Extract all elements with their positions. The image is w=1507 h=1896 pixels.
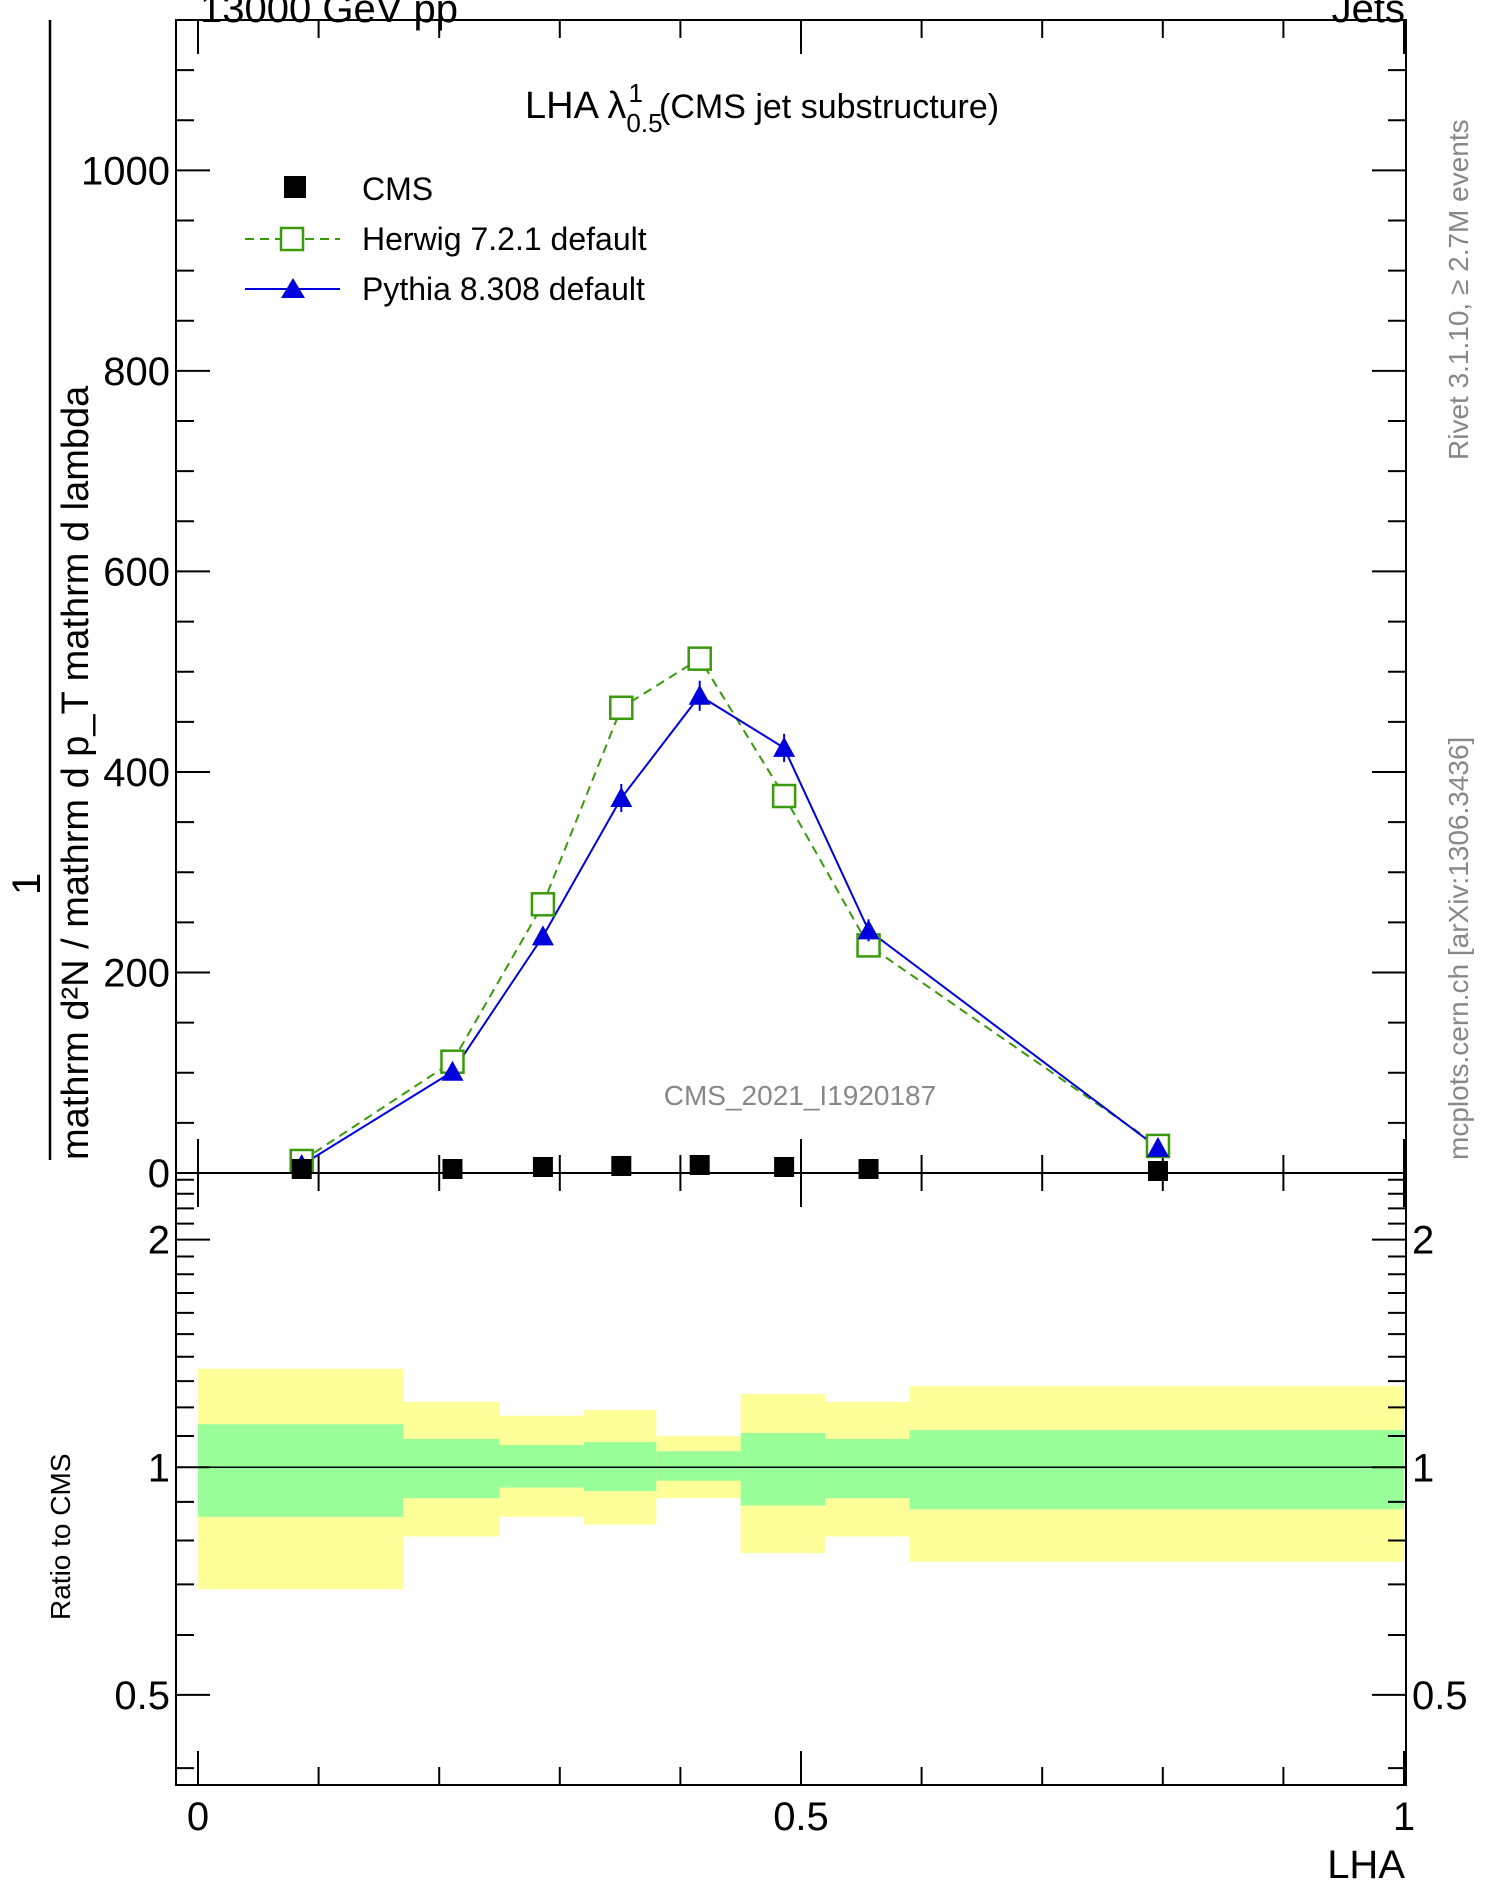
x-tick-label: 0 bbox=[187, 1795, 209, 1839]
cms-point bbox=[858, 1158, 879, 1179]
ratio-y-tick-label-right: 1 bbox=[1412, 1446, 1434, 1490]
pythia-point bbox=[610, 787, 633, 808]
cms-point bbox=[1147, 1160, 1168, 1181]
cms-point bbox=[689, 1154, 710, 1175]
inner-uncertainty-band bbox=[403, 1438, 500, 1499]
herwig-point bbox=[687, 646, 712, 671]
pythia-point bbox=[857, 919, 880, 940]
y-tick-label: 800 bbox=[103, 350, 170, 394]
ratio-y-tick-label: 0.5 bbox=[114, 1674, 170, 1718]
cms-point bbox=[291, 1158, 312, 1179]
cms-point bbox=[774, 1156, 795, 1177]
inner-uncertainty-band bbox=[909, 1430, 1404, 1510]
y-tick-label: 400 bbox=[103, 751, 170, 795]
pythia-point bbox=[688, 684, 711, 705]
cms-point bbox=[442, 1158, 463, 1179]
y-label-numerator: 1 bbox=[5, 873, 49, 895]
ratio-y-tick-labels: 0.5 0.5 1 1 2 2 bbox=[114, 1219, 1467, 1718]
legend-pythia-label: Pythia 8.308 default bbox=[362, 271, 645, 307]
main-y-axis-label: 1 mathrm d²N / mathrm d p_T mathrm d lam… bbox=[5, 20, 97, 1160]
legend-herwig-label: Herwig 7.2.1 default bbox=[362, 221, 647, 257]
x-tick-label: 1 bbox=[1393, 1795, 1415, 1839]
ratio-plot-frame bbox=[175, 1172, 1407, 1786]
x-tick-labels: 0 0.5 1 bbox=[187, 1795, 1415, 1839]
herwig-point bbox=[530, 892, 556, 917]
legend-pythia-marker bbox=[281, 278, 305, 298]
y-label-denominator: mathrm d²N / mathrm d p_T mathrm d lambd… bbox=[55, 385, 97, 1160]
ratio-y-tick-label-right: 2 bbox=[1412, 1219, 1434, 1263]
cms-point bbox=[532, 1156, 553, 1177]
inner-uncertainty-band bbox=[499, 1445, 584, 1488]
y-tick-label: 600 bbox=[103, 550, 170, 594]
main-y-tick-labels: 0 200 400 600 800 1000 bbox=[81, 149, 170, 1196]
pythia-point bbox=[531, 925, 554, 946]
pythia-line bbox=[301, 694, 1159, 1166]
mcplots-label: mcplots.cern.ch [arXiv:1306.3436] bbox=[1443, 737, 1474, 1160]
rivet-label: Rivet 3.1.10, ≥ 2.7M events bbox=[1443, 119, 1474, 460]
analysis-watermark: CMS_2021_I1920187 bbox=[664, 1080, 936, 1111]
ratio-y-axis-label: Ratio to CMS bbox=[45, 1454, 76, 1621]
main-plot-frame bbox=[175, 19, 1407, 1174]
herwig-point bbox=[609, 695, 634, 721]
ratio-y-tick-label: 1 bbox=[148, 1446, 170, 1490]
y-tick-label: 0 bbox=[148, 1152, 170, 1196]
inner-uncertainty-band bbox=[740, 1432, 826, 1506]
x-axis-label: LHA bbox=[1327, 1843, 1405, 1887]
cms-point bbox=[611, 1155, 632, 1176]
y-tick-label: 1000 bbox=[81, 149, 170, 193]
legend-herwig-marker bbox=[279, 226, 305, 252]
inner-uncertainty-band bbox=[825, 1438, 910, 1499]
y-tick-label: 200 bbox=[103, 951, 170, 995]
herwig-point bbox=[771, 783, 797, 809]
pythia-point bbox=[1146, 1136, 1169, 1157]
inner-uncertainty-band bbox=[198, 1424, 404, 1517]
ratio-axis-ticks bbox=[176, 1173, 1406, 1785]
header-right: Jets bbox=[1332, 0, 1405, 31]
x-tick-label: 0.5 bbox=[773, 1795, 829, 1839]
legend-cms-label: CMS bbox=[362, 171, 433, 207]
ratio-y-tick-label: 2 bbox=[148, 1219, 170, 1263]
inner-uncertainty-band bbox=[656, 1451, 741, 1481]
header-left: 13000 GeV pp bbox=[200, 0, 458, 31]
pythia-point bbox=[773, 736, 796, 757]
herwig-line bbox=[301, 657, 1159, 1162]
ratio-bands-layer bbox=[198, 1368, 1404, 1590]
legend: CMS Herwig 7.2.1 default Pythia 8.308 de… bbox=[245, 171, 647, 307]
pythia-point bbox=[441, 1060, 464, 1081]
main-axis-ticks bbox=[176, 19, 1406, 1174]
plot-title: LHA λ0.51 (CMS jet substructure) bbox=[525, 78, 999, 138]
ratio-y-tick-label-right: 0.5 bbox=[1412, 1674, 1468, 1718]
legend-cms-marker bbox=[284, 176, 306, 198]
